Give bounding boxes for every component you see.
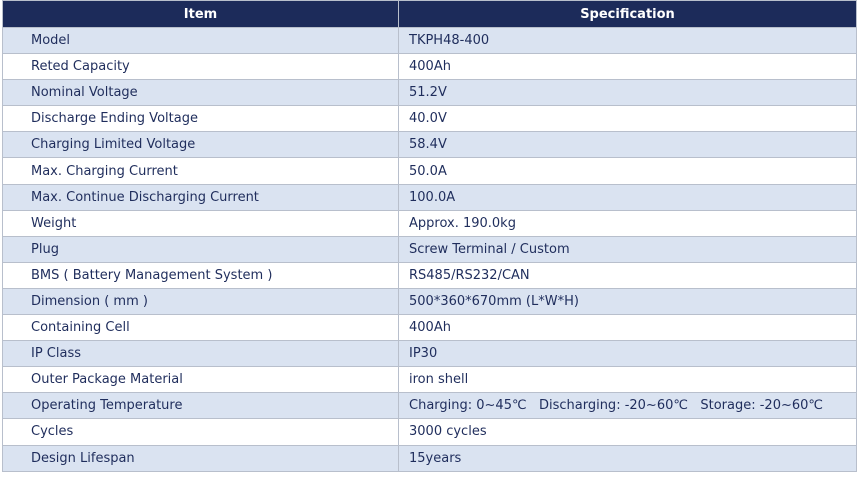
header-row: Item Specification	[2, 0, 857, 28]
spec-cell: Charging: 0~45℃ Discharging: -20~60℃ Sto…	[398, 392, 857, 420]
spec-cell: Approx. 190.0kg	[398, 209, 857, 237]
item-cell: Discharge Ending Voltage	[2, 105, 399, 133]
spec-cell: IP30	[398, 340, 857, 368]
item-cell: Weight	[2, 209, 399, 237]
spec-cell: 50.0A	[398, 157, 857, 185]
table-row: Max. Charging Current 50.0A	[2, 157, 857, 185]
table-body: Model TKPH48-400 Reted Capacity 400Ah Nomina…	[2, 26, 857, 472]
table-row: Reted Capacity 400Ah	[2, 53, 857, 81]
table-row: Max. Continue Discharging Current 100.0A	[2, 183, 857, 211]
item-cell: BMS ( Battery Management System )	[2, 261, 399, 289]
table-row: IP Class IP30	[2, 340, 857, 368]
header-cell: Specification	[398, 0, 857, 28]
item-cell: Cycles	[2, 418, 399, 446]
item-cell: Max. Charging Current	[2, 157, 399, 185]
item-cell: Containing Cell	[2, 314, 399, 342]
spec-cell: RS485/RS232/CAN	[398, 261, 857, 289]
spec-cell: 15years	[398, 444, 857, 472]
item-cell: Nominal Voltage	[2, 79, 399, 107]
item-cell: Charging Limited Voltage	[2, 131, 399, 159]
spec-cell: iron shell	[398, 366, 857, 394]
item-cell: IP Class	[2, 340, 399, 368]
spec-cell: 100.0A	[398, 183, 857, 211]
spec-cell: 3000 cycles	[398, 418, 857, 446]
table-row: Discharge Ending Voltage 40.0V	[2, 105, 857, 133]
spec-cell: 400Ah	[398, 53, 857, 81]
spec-cell: 58.4V	[398, 131, 857, 159]
item-cell: Dimension ( mm )	[2, 287, 399, 316]
header-cell: Item	[2, 0, 399, 28]
table-row: Weight Approx. 190.0kg	[2, 209, 857, 237]
table-row: Model TKPH48-400	[2, 26, 857, 55]
spec-cell: TKPH48-400	[398, 26, 857, 55]
spec-table: Item Specification Model TKPH48-400 Reted …	[2, 0, 857, 472]
table-row: Dimension ( mm ) 500*360*670mm (L*W*H)	[2, 287, 857, 316]
item-cell: Model	[2, 26, 399, 55]
item-cell: Design Lifespan	[2, 444, 399, 472]
table-row: Nominal Voltage 51.2V	[2, 79, 857, 107]
table-row: Design Lifespan 15years	[2, 444, 857, 472]
spec-cell: 51.2V	[398, 79, 857, 107]
item-cell: Reted Capacity	[2, 53, 399, 81]
table-row: Outer Package Material iron shell	[2, 366, 857, 394]
spec-cell: 40.0V	[398, 105, 857, 133]
spec-cell: 400Ah	[398, 314, 857, 342]
table-row: Operating Temperature Charging: 0~45℃ Dis…	[2, 392, 857, 420]
item-cell: Plug	[2, 235, 399, 263]
item-cell: Outer Package Material	[2, 366, 399, 394]
spec-cell: 500*360*670mm (L*W*H)	[398, 287, 857, 316]
table-row: Charging Limited Voltage 58.4V	[2, 131, 857, 159]
item-cell: Max. Continue Discharging Current	[2, 183, 399, 211]
spec-cell: Screw Terminal / Custom	[398, 235, 857, 263]
table-row: BMS ( Battery Management System ) RS485/R…	[2, 261, 857, 289]
item-cell: Operating Temperature	[2, 392, 399, 420]
table-row: Containing Cell 400Ah	[2, 314, 857, 342]
table-row: Plug Screw Terminal / Custom	[2, 235, 857, 263]
table-row: Cycles 3000 cycles	[2, 418, 857, 446]
